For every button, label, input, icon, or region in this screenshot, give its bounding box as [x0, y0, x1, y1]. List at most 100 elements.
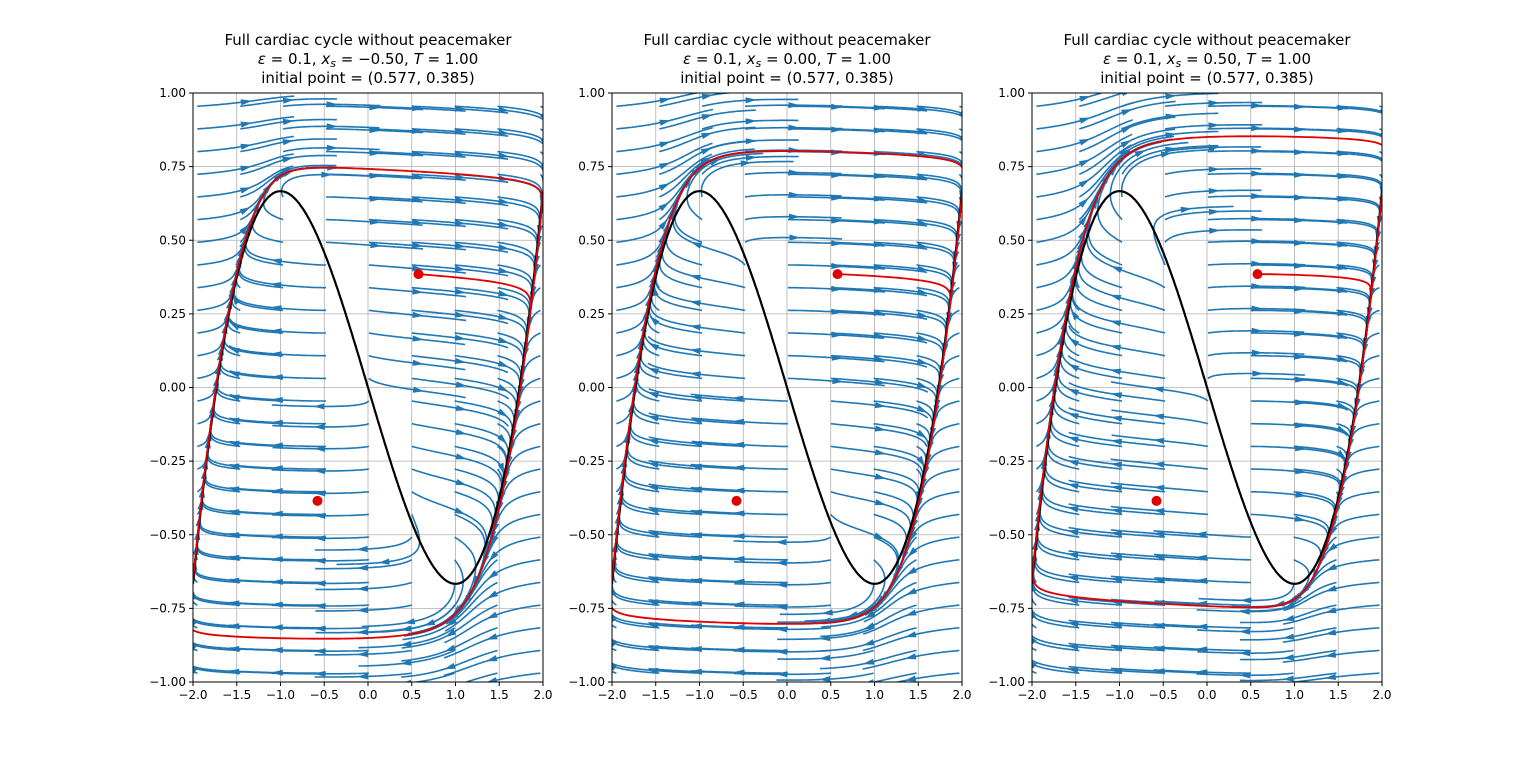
- streamline-arrow: [789, 213, 801, 220]
- streamline-arrow: [1294, 515, 1307, 522]
- streamline-arrow: [745, 154, 757, 161]
- streamline-arrow: [193, 666, 198, 673]
- streamline: [361, 582, 456, 628]
- x-tick-label: 1.0: [446, 688, 465, 702]
- streamline-arrow: [454, 196, 467, 203]
- streamline-arrow: [874, 473, 887, 480]
- streamline-arrow: [455, 381, 468, 388]
- streamline-arrow: [486, 590, 499, 599]
- equilibrium-points: [731, 269, 843, 506]
- y-tick-label: −0.25: [149, 454, 186, 468]
- streamline-arrow: [1282, 633, 1295, 640]
- streamline-arrow: [454, 242, 467, 249]
- streamline-arrow: [862, 658, 875, 665]
- streamline-arrow: [874, 425, 887, 432]
- streamline-arrow: [659, 119, 671, 126]
- streamline-arrow: [1067, 460, 1079, 467]
- streamline-arrow: [647, 484, 659, 491]
- streamline-arrow: [788, 102, 800, 109]
- streamline-arrow: [1283, 601, 1296, 609]
- streamline: [1293, 286, 1371, 366]
- y-axis-ticks: −1.00 −0.75 −0.50 −0.25 0.00 0.25 0.50 0.75 1.00: [988, 86, 1032, 689]
- y-tick-label: 0.00: [578, 381, 605, 395]
- streamline-arrow: [314, 625, 326, 632]
- streamline: [616, 158, 711, 221]
- streamline-arrow: [1078, 159, 1091, 167]
- streamline-arrow: [539, 113, 543, 119]
- streamline-arrow: [498, 244, 510, 251]
- streamline-arrow: [1239, 672, 1251, 679]
- streamline-arrow: [405, 679, 412, 682]
- streamline-arrow: [745, 138, 757, 145]
- streamline-arrow: [271, 533, 283, 540]
- streamline-arrow: [1251, 193, 1263, 200]
- streamline-arrow: [819, 654, 831, 662]
- streamline-arrow: [314, 580, 326, 587]
- streamline-arrow: [270, 351, 282, 358]
- streamline-arrow: [497, 434, 508, 445]
- streamline-arrow: [356, 585, 369, 592]
- streamline-arrow: [1251, 349, 1263, 356]
- streamline: [1036, 144, 1132, 198]
- y-tick-label: 0.00: [998, 381, 1025, 395]
- streamline-arrow: [239, 207, 251, 215]
- streamline-arrow: [690, 241, 703, 249]
- streamline-arrow: [1067, 483, 1079, 490]
- streamline-arrow: [1325, 563, 1338, 571]
- streamline-arrow: [240, 99, 253, 106]
- streamline-arrow: [1067, 598, 1079, 605]
- streamline-arrow: [1067, 436, 1079, 443]
- x-tick-label: 1.0: [865, 688, 884, 702]
- chart-title-line-3: initial point = (0.577, 0.385): [261, 69, 475, 87]
- y-tick-label: 0.50: [998, 233, 1025, 247]
- streamline-arrow: [239, 224, 250, 235]
- x-tick-label: 2.0: [952, 688, 971, 702]
- streamline-arrow: [1337, 355, 1349, 362]
- x-tick-label: −2.0: [597, 688, 626, 702]
- streamline-arrow: [271, 374, 283, 381]
- streamline: [216, 296, 284, 402]
- streamline-arrow: [1195, 531, 1207, 538]
- streamline-arrow: [874, 402, 887, 409]
- streamline-arrow: [1121, 109, 1133, 116]
- x-tick-label: −1.0: [1105, 688, 1134, 702]
- streamline-arrow: [1109, 368, 1122, 375]
- streamline-arrow: [498, 129, 510, 136]
- streamline: [368, 377, 466, 399]
- streamline-arrow: [1122, 93, 1129, 97]
- streamline: [411, 377, 510, 400]
- streamline-arrow: [270, 305, 282, 312]
- streamline-arrow: [1110, 461, 1122, 468]
- chart-panel-1: Full cardiac cycle without peacemaker ε …: [149, 31, 552, 702]
- streamline-arrow: [959, 135, 962, 140]
- x-axis-ticks: −2.0 −1.5 −1.0 −0.5 0.0 0.5 1.0 1.5 2.0: [597, 682, 972, 702]
- streamline-arrow: [1068, 363, 1080, 372]
- streamline: [686, 152, 764, 221]
- x-tick-label: −0.5: [310, 688, 339, 702]
- streamline-arrow: [690, 623, 702, 630]
- streamline-arrow: [1067, 413, 1079, 420]
- streamline-arrow: [1295, 491, 1307, 498]
- streamline-arrow: [917, 219, 929, 226]
- streamline-arrow: [907, 547, 918, 558]
- x-tick-label: −1.5: [1061, 688, 1090, 702]
- streamline-arrow: [775, 559, 787, 566]
- streamline-arrow: [648, 342, 660, 351]
- streamline-arrow: [1110, 553, 1122, 560]
- streamline-arrow: [314, 602, 326, 610]
- streamline-arrow: [1032, 637, 1037, 645]
- streamline-arrow: [1160, 151, 1173, 158]
- streamline-arrow: [1282, 654, 1295, 661]
- streamline-arrow: [789, 234, 801, 241]
- streamline-arrow: [240, 121, 252, 128]
- streamline-arrow: [1324, 629, 1337, 636]
- streamline: [1247, 514, 1338, 609]
- streamline-arrow: [690, 646, 702, 653]
- streamline-arrow: [271, 397, 283, 404]
- chart-title-line-1: Full cardiac cycle without peacemaker: [643, 31, 931, 49]
- streamline-arrow: [1109, 344, 1122, 351]
- streamline-arrow: [1238, 628, 1250, 635]
- y-tick-label: 0.75: [159, 160, 186, 174]
- streamline-arrow: [732, 441, 745, 448]
- streamline: [204, 420, 284, 493]
